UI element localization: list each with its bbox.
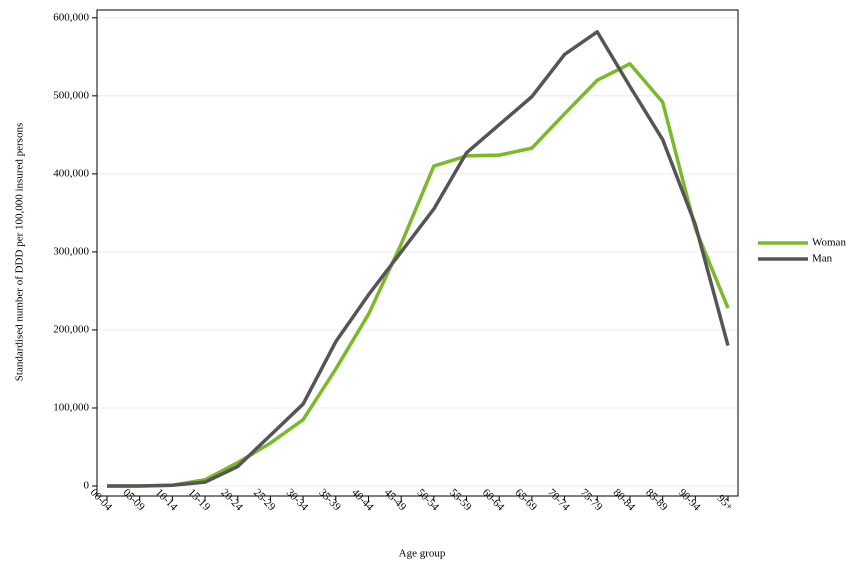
x-tick-label: 65-69 xyxy=(513,487,540,514)
x-tick-label: 90-94 xyxy=(676,487,703,514)
x-tick-label: 30-34 xyxy=(284,487,311,514)
x-tick-label: 45-49 xyxy=(382,487,409,514)
x-tick-label: 20-24 xyxy=(218,487,245,514)
y-tick-label: 0 xyxy=(84,480,90,492)
legend-label: Man xyxy=(812,253,833,265)
x-tick-label: 50-54 xyxy=(414,487,441,514)
y-tick-label: 400,000 xyxy=(53,167,89,179)
y-tick-label: 300,000 xyxy=(53,245,89,257)
y-axis-label: Standardised number of DDD per 100,000 i… xyxy=(14,123,26,381)
x-tick-label: 85-89 xyxy=(643,487,670,514)
x-tick-label: 25-29 xyxy=(251,487,278,514)
x-tick-label: 05-09 xyxy=(120,487,147,514)
y-tick-label: 600,000 xyxy=(53,11,89,23)
x-axis-label: Age group xyxy=(399,548,446,560)
x-tick-label: 10-14 xyxy=(153,487,180,514)
y-tick-label: 200,000 xyxy=(53,323,89,335)
x-tick-label: 75-79 xyxy=(578,487,605,514)
y-tick-label: 500,000 xyxy=(53,89,89,101)
x-tick-label: 55-59 xyxy=(447,487,474,514)
x-tick-label: 15-19 xyxy=(186,487,213,514)
x-tick-label: 40-44 xyxy=(349,487,376,514)
y-tick-label: 100,000 xyxy=(53,402,89,414)
x-tick-label: 70-74 xyxy=(545,487,572,514)
x-tick-label: 00-04 xyxy=(88,487,115,514)
x-tick-label: 80-84 xyxy=(611,487,638,514)
series-line xyxy=(107,62,730,488)
legend-label: Woman xyxy=(812,237,846,249)
x-tick-label: 35-39 xyxy=(316,487,343,514)
plot-frame xyxy=(96,9,739,497)
x-tick-label: 60-64 xyxy=(480,487,507,514)
series-line xyxy=(107,30,730,488)
